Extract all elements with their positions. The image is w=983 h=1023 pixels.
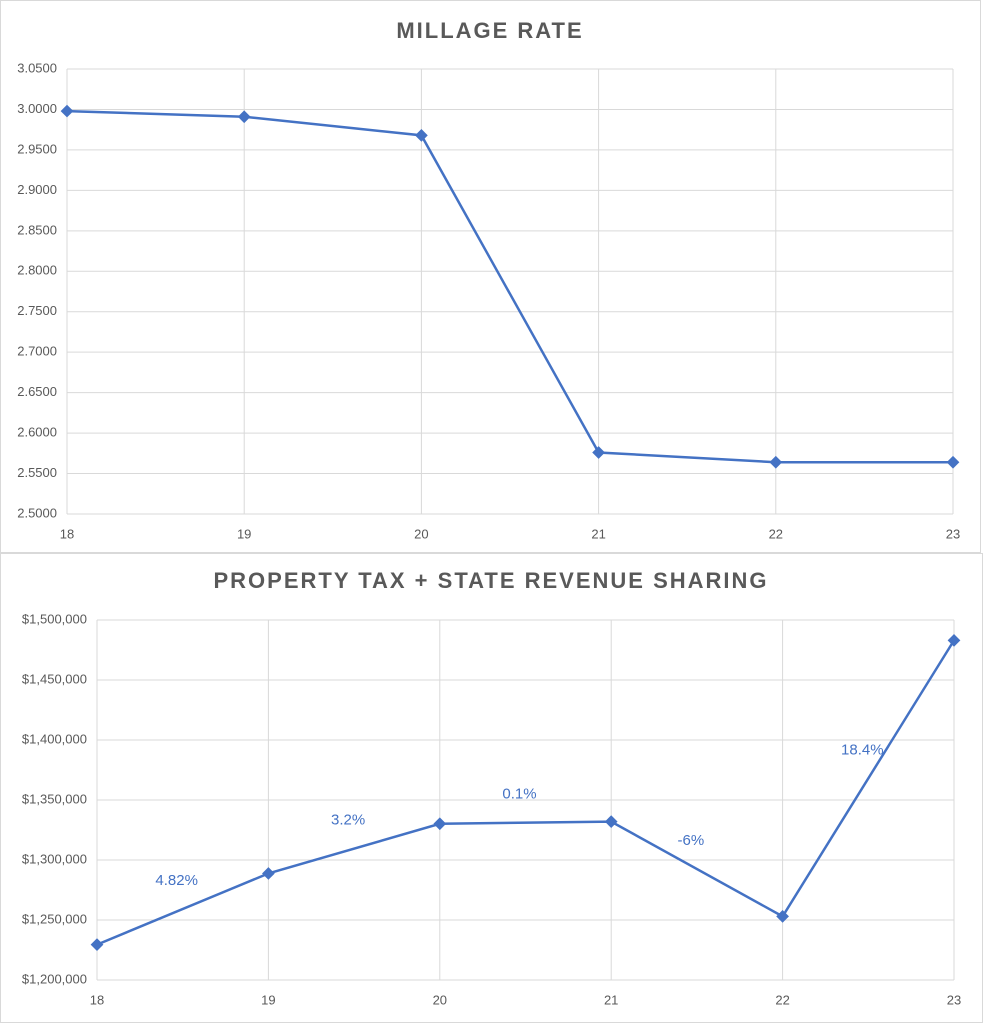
annotation: 4.82% xyxy=(155,872,198,889)
annotation: 0.1% xyxy=(502,786,536,803)
y-tick-label: $1,350,000 xyxy=(22,791,87,806)
chart-frame xyxy=(0,0,981,553)
chart-title: MILLAGE RATE xyxy=(396,18,583,43)
y-tick-label: $1,300,000 xyxy=(22,851,87,866)
x-tick-label: 19 xyxy=(237,526,251,541)
x-tick-label: 22 xyxy=(769,526,783,541)
y-tick-label: 2.9500 xyxy=(17,141,57,156)
data-point xyxy=(769,455,783,469)
y-tick-label: $1,450,000 xyxy=(22,671,87,686)
data-point xyxy=(604,815,618,828)
annotation: 18.4% xyxy=(841,741,884,758)
x-tick-label: 21 xyxy=(591,526,605,541)
y-tick-label: 2.7500 xyxy=(17,303,57,318)
data-point xyxy=(776,910,789,923)
x-tick-label: 20 xyxy=(414,526,428,541)
y-tick-label: 2.8500 xyxy=(17,222,57,237)
y-tick-label: $1,250,000 xyxy=(22,911,87,926)
y-tick-label: 2.5000 xyxy=(17,505,57,520)
data-point xyxy=(262,867,275,880)
y-tick-label: 2.5500 xyxy=(17,465,57,480)
y-tick-label: 2.9000 xyxy=(17,182,57,197)
x-tick-label: 18 xyxy=(60,526,74,541)
data-point xyxy=(433,817,447,831)
x-tick-label: 23 xyxy=(947,992,961,1007)
x-tick-label: 21 xyxy=(604,992,618,1007)
x-tick-label: 20 xyxy=(433,992,447,1007)
x-tick-label: 19 xyxy=(261,992,275,1007)
data-point xyxy=(946,455,960,469)
y-tick-label: $1,500,000 xyxy=(22,611,87,626)
y-tick-label: 2.7000 xyxy=(17,344,57,359)
data-point xyxy=(592,446,605,459)
chart-title: PROPERTY TAX + STATE REVENUE SHARING xyxy=(213,568,768,593)
data-line xyxy=(66,109,953,464)
y-tick-label: 2.6000 xyxy=(17,425,57,440)
y-tick-label: $1,200,000 xyxy=(22,971,87,986)
x-tick-label: 23 xyxy=(946,526,960,541)
y-tick-label: 2.8000 xyxy=(17,263,57,278)
annotation: 3.2% xyxy=(331,812,365,829)
annotation: -6% xyxy=(678,832,705,849)
data-line xyxy=(96,639,956,946)
data-point xyxy=(947,634,961,647)
y-tick-label: 2.6500 xyxy=(17,384,57,399)
x-tick-label: 18 xyxy=(90,992,104,1007)
y-tick-label: 3.0000 xyxy=(17,101,57,116)
data-point xyxy=(90,938,104,951)
data-point xyxy=(60,104,74,118)
y-tick-label: $1,400,000 xyxy=(22,731,87,746)
y-tick-label: 3.0500 xyxy=(17,60,57,75)
x-tick-label: 22 xyxy=(775,992,789,1007)
data-point xyxy=(237,110,251,124)
chart-frame xyxy=(0,553,983,1023)
data-point xyxy=(415,128,428,142)
